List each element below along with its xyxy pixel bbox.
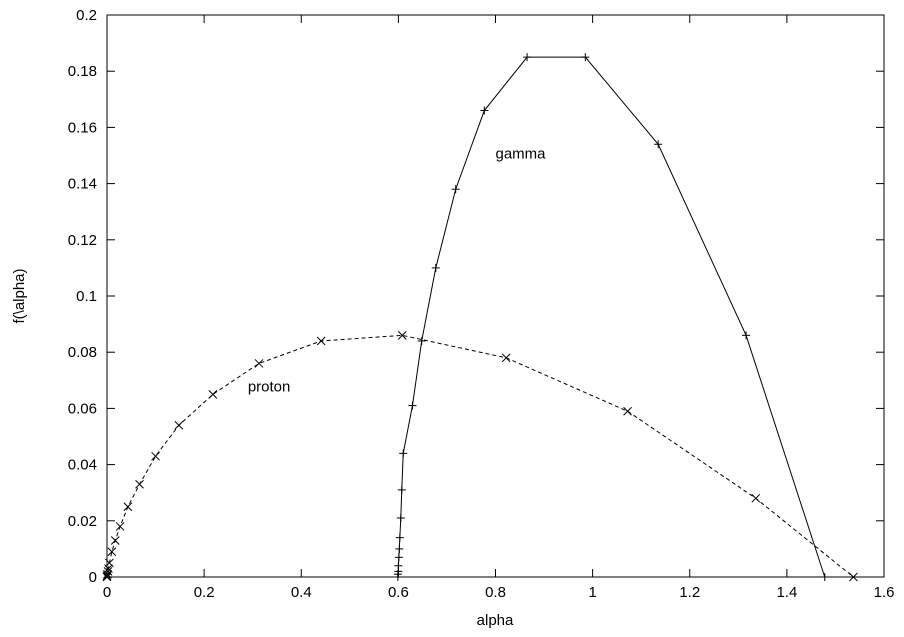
x-tick-label: 1.2 (679, 584, 700, 601)
data-point-proton (123, 502, 133, 512)
y-tick-label: 0.2 (76, 7, 97, 24)
data-point-gamma (394, 553, 403, 562)
data-point-gamma (654, 140, 663, 149)
data-point-gamma (451, 185, 460, 194)
series-line-proton (106, 334, 854, 578)
y-tick-label: 0.02 (68, 513, 97, 530)
y-tick-label: 0.04 (68, 457, 97, 474)
axis-tick-labels: 0 0.2 0.4 0.6 0.8 1 1.2 1.4 1.6 0 0.02 0.04 0.06 0.08… (68, 7, 895, 601)
x-tick-label: 0 (103, 584, 111, 601)
data-point-proton (107, 547, 117, 557)
x-axis-title: alpha (477, 612, 514, 629)
data-point-gamma (417, 336, 426, 345)
data-point-proton (208, 389, 218, 399)
data-point-proton (135, 479, 144, 489)
data-point-gamma (431, 263, 440, 272)
data-point-proton (751, 493, 761, 503)
series-label-gamma: gamma (496, 145, 547, 162)
data-point-proton (623, 406, 632, 416)
data-point-gamma (480, 106, 489, 115)
data-point-gamma (395, 544, 404, 553)
series-line-gamma (397, 56, 826, 578)
data-point-proton (254, 359, 264, 368)
y-tick-label: 0.16 (68, 119, 97, 136)
data-point-proton (105, 558, 114, 568)
data-point-gamma (581, 53, 590, 62)
data-point-proton (110, 536, 120, 545)
data-point-gamma (742, 331, 751, 340)
x-tick-label: 1.6 (874, 584, 895, 601)
y-tick-label: 0.06 (68, 400, 97, 417)
data-point-gamma (394, 561, 403, 570)
data-point-gamma (523, 53, 532, 62)
data-point-proton (501, 353, 511, 363)
series-markers (102, 53, 858, 582)
y-tick-label: 0.08 (68, 344, 97, 361)
x-tick-label: 1.4 (776, 584, 797, 601)
data-point-proton (115, 522, 125, 531)
y-tick-label: 0.12 (68, 232, 97, 249)
x-tick-label: 0.2 (194, 584, 215, 601)
data-point-gamma (395, 533, 404, 542)
series-lines (106, 56, 854, 578)
y-tick-label: 0.18 (68, 63, 97, 80)
series-label-proton: proton (248, 379, 291, 396)
y-tick-label: 0.14 (68, 176, 97, 193)
data-point-gamma (408, 401, 417, 410)
axis-ticks (106, 14, 885, 578)
data-point-proton (103, 567, 113, 576)
series-annotations: gamma proton (248, 145, 546, 395)
y-tick-label: 0 (89, 569, 97, 586)
data-point-proton (316, 336, 326, 346)
data-point-proton (849, 572, 858, 582)
x-tick-label: 0.4 (291, 584, 312, 601)
data-point-proton (397, 330, 407, 340)
y-axis-title: f(\alpha) (11, 268, 28, 323)
data-point-gamma (820, 573, 829, 581)
y-tick-label: 0.1 (76, 288, 97, 305)
data-point-gamma (396, 513, 405, 522)
data-point-proton (151, 451, 160, 461)
data-point-proton (174, 420, 184, 430)
x-tick-label: 0.8 (485, 584, 506, 601)
plot-frame (106, 14, 885, 578)
x-tick-label: 1 (588, 584, 596, 601)
x-tick-label: 0.6 (388, 584, 409, 601)
data-point-gamma (399, 449, 408, 458)
data-point-gamma (397, 485, 406, 494)
